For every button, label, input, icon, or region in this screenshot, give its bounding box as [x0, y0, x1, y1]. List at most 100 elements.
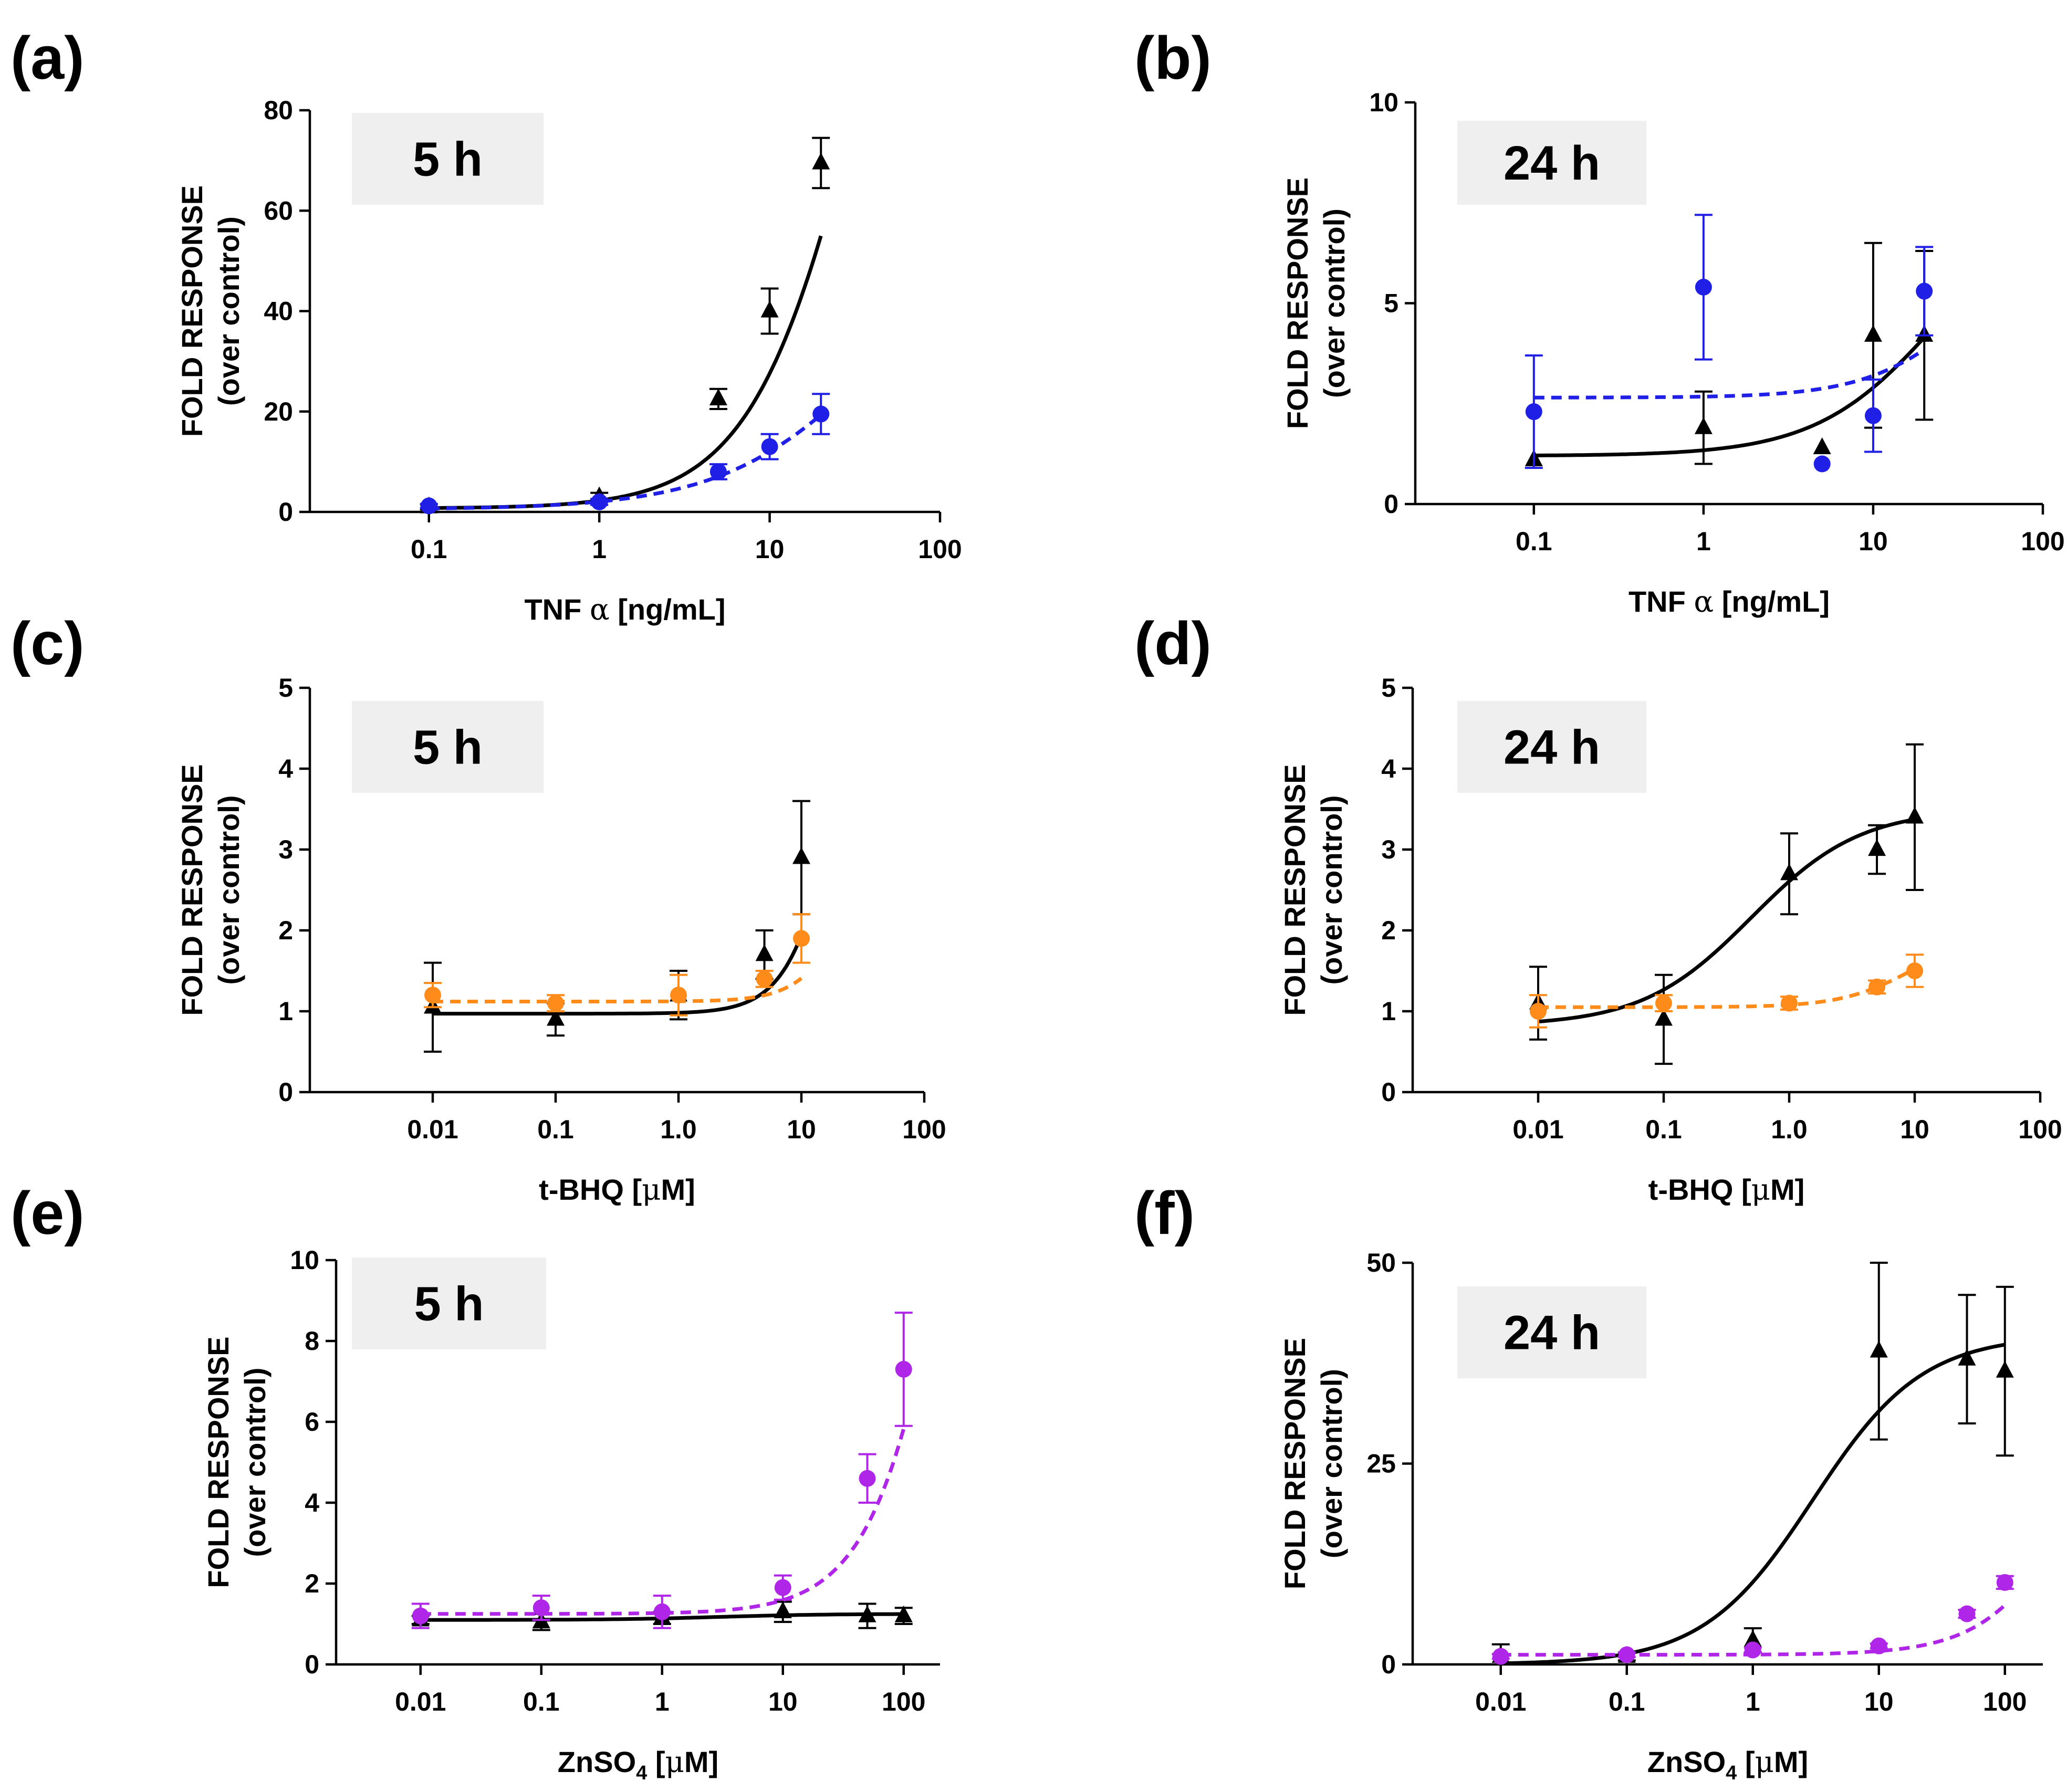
y-tick-label: 4 [278, 754, 293, 783]
x-tick-label: 0.1 [537, 1115, 574, 1144]
x-tick-label: 0.01 [1512, 1115, 1563, 1144]
x-tick-label: 0.1 [523, 1687, 560, 1716]
data-point [1530, 1003, 1547, 1020]
y-tick-label: 8 [305, 1326, 319, 1356]
x-axis-label: t-BHQ [μM] [1648, 1173, 1805, 1207]
y-axis-sublabel: (over control) [212, 795, 245, 985]
x-axis-label: ZnSO4 [μM] [1647, 1745, 1808, 1784]
y-tick-label: 6 [305, 1407, 319, 1437]
data-point [1864, 324, 1882, 342]
data-point [547, 1009, 565, 1026]
y-tick-label: 5 [1381, 673, 1396, 703]
data-point [895, 1360, 912, 1378]
series-black [424, 800, 810, 1053]
data-point [793, 930, 810, 947]
series-black [1525, 242, 1934, 467]
data-point [1695, 278, 1712, 296]
data-point [1780, 863, 1798, 881]
x-tick-label: 1.0 [660, 1115, 697, 1144]
x-tick-label: 100 [902, 1115, 946, 1144]
y-axis-sublabel: (over control) [1318, 208, 1351, 398]
y-axis-label: FOLD RESPONSE [202, 1336, 235, 1588]
data-point [812, 152, 830, 170]
time-label: 24 h [1504, 1306, 1600, 1360]
data-point [420, 497, 437, 515]
data-point [1868, 839, 1886, 856]
series-purple [411, 1312, 913, 1629]
panel-label: (f) [1134, 1180, 1195, 1247]
data-point [755, 944, 774, 961]
time-label-box [352, 113, 544, 205]
y-tick-label: 40 [264, 297, 293, 326]
y-axis-label: FOLD RESPONSE [175, 764, 208, 1015]
series-blue [420, 393, 830, 515]
panel-b: (b) 24 h 0 5 10 0.1 1 10 100 TNF α [ng/mL] FOLD RE… [1134, 25, 2065, 619]
data-point [774, 1579, 791, 1596]
time-label-box [1457, 121, 1646, 205]
data-point [1655, 1009, 1673, 1026]
data-point [670, 987, 687, 1004]
data-point [1996, 1574, 2013, 1591]
panel-a: (a) 5 h 0 20 40 60 80 0.1 1 10 100 TNF α [ng/mL] FOL… [11, 25, 962, 627]
x-tick-label: 10 [768, 1687, 798, 1716]
x-axis-label-part: 4 [636, 1762, 647, 1784]
y-tick-label: 10 [290, 1245, 319, 1275]
data-point [1813, 455, 1831, 473]
data-point [653, 1603, 671, 1620]
data-point [756, 970, 773, 988]
series-orange [1529, 953, 1924, 1029]
x-tick-label: 0.1 [1609, 1687, 1645, 1716]
time-label: 24 h [1504, 721, 1600, 774]
data-point [1781, 994, 1798, 1012]
time-label-box [1457, 701, 1646, 793]
y-tick-label: 1 [278, 997, 293, 1026]
data-point [812, 405, 830, 423]
y-axis-label: FOLD RESPONSE [1281, 177, 1314, 429]
data-point [858, 1605, 876, 1622]
y-tick-label: 4 [305, 1488, 319, 1517]
x-tick-label: 0.01 [407, 1115, 458, 1144]
panel-label: (e) [11, 1180, 85, 1247]
data-point [1864, 407, 1882, 424]
x-tick-label: 100 [2021, 527, 2064, 556]
series-purple [1491, 1574, 2014, 1665]
x-tick-label: 0.1 [1645, 1115, 1682, 1144]
panel-d: (d) 24 h 0 1 2 3 4 5 0.01 0.1 1.0 10 100 t-BHQ [μM] FO… [1134, 610, 2062, 1207]
y-tick-label: 0 [278, 1077, 293, 1107]
panel-c: (c) 5 h 0 1 2 3 4 5 0.01 0.1 1.0 10 100 t-BHQ [μM] FOL… [11, 610, 946, 1207]
time-label: 5 h [413, 133, 483, 186]
series-orange [424, 913, 810, 1016]
y-tick-label: 0 [1384, 489, 1398, 519]
x-axis-label-part: [ng/mL] [610, 593, 726, 626]
fit-curve [433, 934, 803, 1016]
time-label: 5 h [414, 1277, 484, 1331]
data-point [760, 300, 779, 318]
data-point [1868, 978, 1886, 995]
y-tick-label: 0 [305, 1650, 319, 1679]
x-axis-label-part: ZnSO [558, 1745, 636, 1778]
series-blue [1525, 214, 1934, 473]
x-axis-label-part: α [1694, 585, 1714, 619]
x-axis-label-part: μ [665, 1745, 684, 1779]
panel-label: (b) [1134, 25, 1212, 92]
data-point [774, 1601, 792, 1619]
y-tick-label: 0 [278, 497, 293, 527]
panel-label: (d) [1134, 610, 1212, 677]
y-tick-label: 2 [305, 1569, 319, 1598]
x-tick-label: 100 [2018, 1115, 2062, 1144]
y-tick-label: 2 [1381, 916, 1396, 945]
x-tick-label: 10 [787, 1115, 816, 1144]
y-axis-label: FOLD RESPONSE [1278, 764, 1311, 1015]
data-point [1744, 1630, 1762, 1647]
fit-curve [1533, 348, 1926, 400]
x-axis-label-part: μ [1751, 1173, 1770, 1207]
y-axis-sublabel: (over control) [1315, 1369, 1348, 1558]
x-axis-label: TNF α [ng/mL] [1628, 585, 1830, 619]
fit-curve [1533, 336, 1926, 457]
data-point [859, 1470, 876, 1487]
time-label-box [1457, 1286, 1646, 1378]
panel-f: (f) 24 h 0 25 50 0.01 0.1 1 10 100 ZnSO4 [μM] FOLD … [1134, 1180, 2043, 1784]
data-point [1958, 1605, 1976, 1622]
